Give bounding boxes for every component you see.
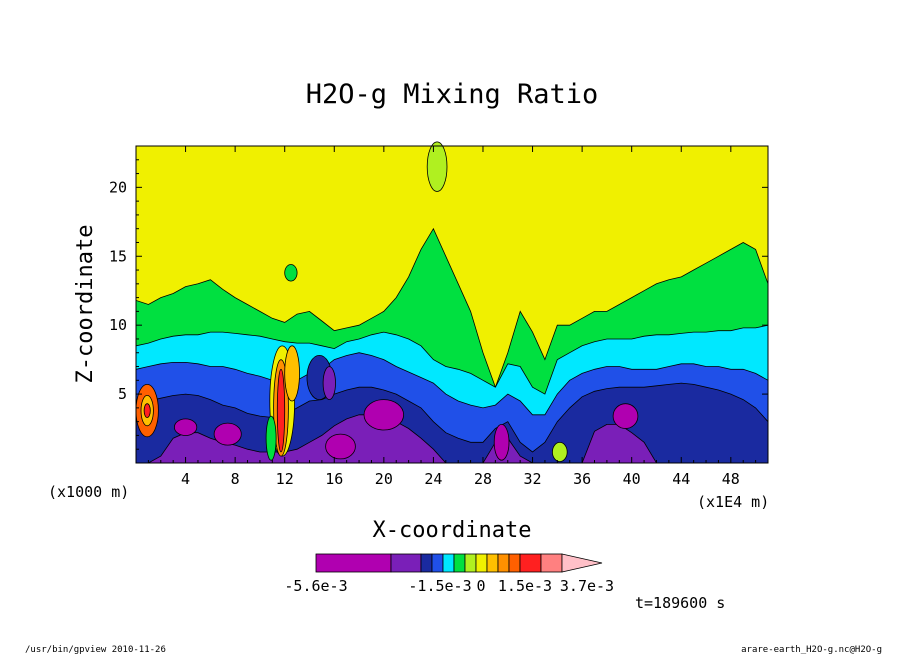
x-tick-label: 40 — [623, 470, 641, 488]
plot-frame — [135, 145, 769, 464]
x-axis: 4 8 12 16 20 24 28 32 36 40 44 48 — [147, 146, 757, 488]
x-tick-label: 4 — [181, 470, 190, 488]
colorbar-cell — [442, 553, 455, 573]
colorbar-cell — [486, 553, 499, 573]
contour-feature — [265, 415, 277, 461]
contour-feature — [426, 141, 448, 192]
colorbar-cell — [519, 553, 542, 573]
x-unit-left: (x1000 m) — [48, 483, 129, 501]
contour-feature — [493, 423, 510, 461]
colorbar-cell — [475, 553, 488, 573]
contour-feature — [213, 422, 242, 446]
footer-left: /usr/bin/gpview 2010-11-26 — [25, 645, 166, 654]
colorbar-cell — [453, 553, 466, 573]
contour-feature — [322, 366, 336, 401]
contour-feature — [276, 368, 286, 453]
contour-feature — [284, 345, 300, 402]
time-label: t=189600 s — [635, 594, 725, 612]
colorbar-cell — [540, 553, 563, 573]
x-tick-label: 24 — [424, 470, 442, 488]
x-tick-label: 8 — [231, 470, 240, 488]
colorbar-labels: -5.6e-3 -1.5e-3 0 1.5e-3 3.7e-3 — [284, 577, 614, 595]
contour-feature — [551, 441, 568, 462]
x-tick-label: 44 — [672, 470, 690, 488]
y-tick-label: 15 — [109, 247, 127, 265]
contour-feature — [325, 433, 356, 460]
colorbar-cell — [497, 553, 510, 573]
contour-feature — [284, 264, 298, 282]
colorbar-label: -5.6e-3 — [284, 577, 347, 595]
contour-feature — [363, 399, 404, 431]
colorbar-cell — [390, 553, 422, 573]
x-tick-label: 28 — [474, 470, 492, 488]
footer-right: arare-earth_H2O-g.nc@H2O-g — [741, 645, 882, 654]
colorbar-label: 0 — [476, 577, 485, 595]
contour-features — [135, 141, 639, 462]
x-tick-label: 12 — [276, 470, 294, 488]
contour-feature — [612, 403, 639, 429]
x-tick-label: 32 — [524, 470, 542, 488]
x-tick-label: 36 — [573, 470, 591, 488]
y-tick-label: 20 — [109, 178, 127, 196]
y-axis-label: Z-coordinate — [73, 225, 98, 384]
colorbar-cell — [431, 553, 444, 573]
colorbar-arrow — [561, 553, 603, 573]
contour-area — [135, 145, 769, 464]
colorbar-label: -1.5e-3 — [408, 577, 471, 595]
colorbar-cell — [464, 553, 477, 573]
colorbar-label: 1.5e-3 — [498, 577, 552, 595]
colorbar-cell — [420, 553, 433, 573]
contour-feature — [143, 403, 151, 418]
contour-feature — [174, 418, 198, 436]
colorbar-cell — [508, 553, 521, 573]
x-tick-label: 16 — [325, 470, 343, 488]
x-tick-label: 20 — [375, 470, 393, 488]
x-unit-right: (x1E4 m) — [697, 493, 769, 511]
colorbar-label: 3.7e-3 — [560, 577, 614, 595]
y-tick-label: 10 — [109, 316, 127, 334]
y-axis: 5 10 15 20 — [109, 159, 768, 450]
x-axis-label: X-coordinate — [373, 518, 532, 543]
y-tick-label: 5 — [118, 385, 127, 403]
colorbar — [315, 553, 603, 573]
chart-title: H2O-g Mixing Ratio — [306, 79, 599, 110]
colorbar-cell — [315, 553, 392, 573]
x-tick-label: 48 — [722, 470, 740, 488]
